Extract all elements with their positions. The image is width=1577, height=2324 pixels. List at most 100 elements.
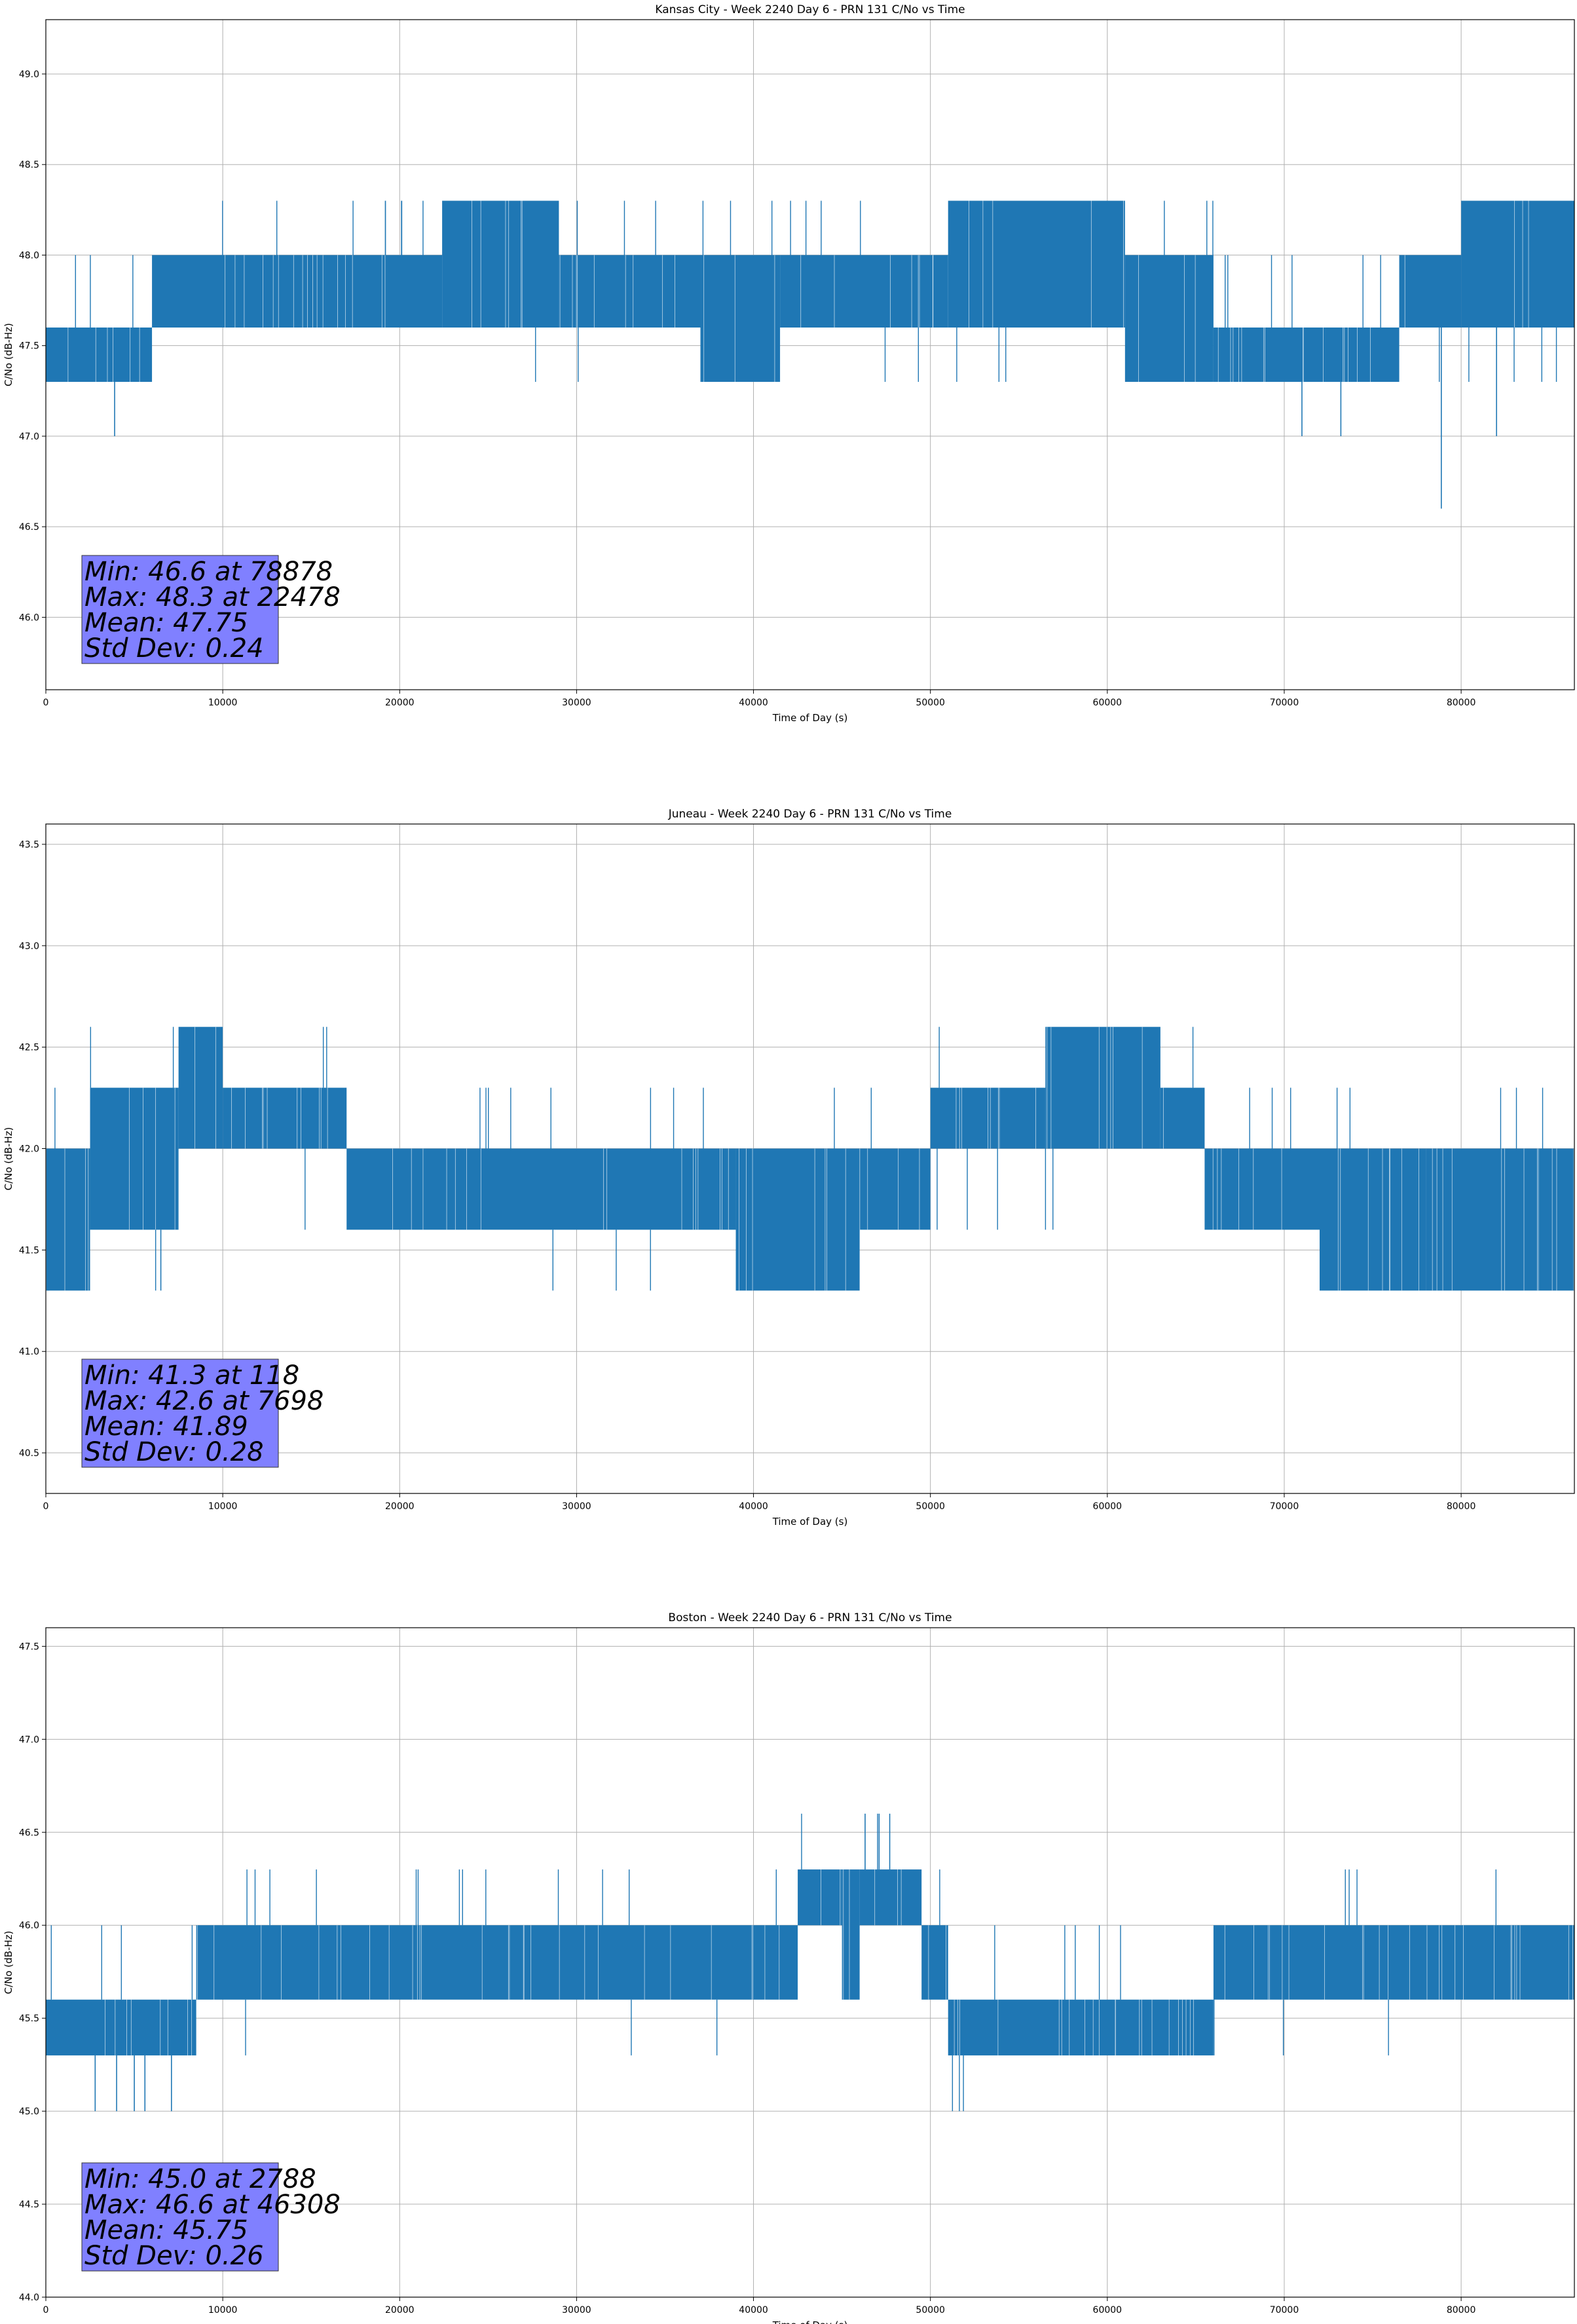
y-tick-label: 48.5 [19, 160, 39, 170]
x-tick-label: 40000 [739, 2305, 768, 2315]
x-tick-label: 50000 [916, 698, 945, 708]
axes-frame [45, 1627, 1575, 2298]
series-band [442, 200, 559, 328]
x-tick-label: 40000 [739, 1501, 768, 1512]
y-tick-label: 44.5 [19, 2200, 39, 2210]
x-tick-label: 20000 [385, 1501, 415, 1512]
stats-std: Std Dev: 0.28 [84, 1437, 264, 1467]
series-band [559, 255, 701, 328]
x-axis-label: Time of Day (s) [772, 1516, 848, 1527]
chart-1: 0 10000 20000 30000 40000 50000 60000 70000 8000… [3, 808, 1575, 1527]
stats-box [81, 1359, 279, 1468]
stats-box [81, 555, 279, 664]
series-band [859, 1869, 922, 1926]
y-tick-label: 49.0 [19, 69, 39, 80]
x-tick-label: 50000 [916, 2305, 945, 2315]
y-tick-label: 45.0 [19, 2107, 39, 2117]
stats-min: Min: 46.6 at 78878 [84, 557, 333, 587]
stats-max: Max: 48.3 at 22478 [84, 582, 341, 612]
y-tick-label: 41.5 [19, 1245, 39, 1256]
x-tick-label: 0 [43, 1501, 49, 1512]
y-tick-label: 48.0 [19, 250, 39, 261]
y-tick-label: 41.0 [19, 1347, 39, 1357]
stats-box [81, 2162, 279, 2272]
y-tick-label: 43.5 [19, 840, 39, 850]
series-band [346, 1148, 736, 1230]
stats-std: Std Dev: 0.24 [84, 633, 264, 664]
x-tick-label: 60000 [1093, 698, 1122, 708]
series-band [46, 1999, 196, 2055]
x-tick-label: 60000 [1093, 2305, 1122, 2315]
series-line [46, 1026, 1574, 1291]
chart-title: Boston - Week 2240 Day 6 - PRN 131 C/No … [668, 1611, 952, 1624]
series-band [735, 1148, 860, 1291]
series-band [1213, 1925, 1574, 2000]
x-tick-label: 70000 [1270, 1501, 1299, 1512]
x-tick-label: 70000 [1270, 2305, 1299, 2315]
series-band [798, 1869, 842, 1926]
series-band [948, 200, 1125, 328]
y-tick-label: 47.5 [19, 1641, 39, 1652]
series-band [1399, 255, 1462, 328]
x-tick-label: 30000 [562, 2305, 591, 2315]
series-band [152, 255, 443, 328]
axes-frame [45, 823, 1575, 1494]
series-band [1160, 1087, 1205, 1149]
series-band [46, 1148, 90, 1291]
chart-2: 0 10000 20000 30000 40000 50000 60000 70000 8000… [3, 1611, 1575, 2324]
series-line [46, 200, 1574, 509]
series-band [700, 255, 781, 382]
x-tick-label: 70000 [1270, 698, 1299, 708]
x-axis-label: Time of Day (s) [772, 2319, 848, 2324]
x-tick-label: 80000 [1447, 1501, 1476, 1512]
y-tick-label: 43.0 [19, 941, 39, 952]
series-line [46, 1813, 1574, 2112]
y-axis-label: C/No (dB-Hz) [3, 1127, 14, 1191]
x-tick-label: 80000 [1447, 2305, 1476, 2315]
series-band [1461, 200, 1574, 328]
series-band [948, 1999, 1214, 2055]
series-band [46, 328, 153, 382]
chart-title: Juneau - Week 2240 Day 6 - PRN 131 C/No … [668, 808, 952, 821]
x-tick-label: 0 [43, 2305, 49, 2315]
chart-title: Kansas City - Week 2240 Day 6 - PRN 131 … [655, 3, 965, 16]
y-tick-label: 42.5 [19, 1043, 39, 1053]
y-tick-label: 40.5 [19, 1448, 39, 1459]
stats-max: Max: 42.6 at 7698 [84, 1386, 324, 1416]
x-tick-label: 50000 [916, 1501, 945, 1512]
y-tick-label: 47.0 [19, 432, 39, 442]
series-band [1426, 1148, 1574, 1291]
y-tick-label: 46.5 [19, 522, 39, 533]
x-tick-label: 80000 [1447, 698, 1476, 708]
x-axis-label: Time of Day (s) [772, 712, 848, 724]
stats-max: Max: 46.6 at 46308 [84, 2190, 341, 2220]
series-band [90, 1087, 179, 1230]
x-tick-label: 30000 [562, 1501, 591, 1512]
x-tick-label: 0 [43, 698, 49, 708]
y-tick-label: 44.0 [19, 2293, 39, 2303]
chart-0: 0 10000 20000 30000 40000 50000 60000 70000 8000… [3, 3, 1575, 724]
y-tick-label: 46.0 [19, 612, 39, 623]
y-tick-label: 45.5 [19, 2014, 39, 2024]
y-axis-label: C/No (dB-Hz) [3, 323, 14, 386]
y-axis-label: C/No (dB-Hz) [3, 1931, 14, 1995]
y-tick-label: 42.0 [19, 1144, 39, 1155]
stats-std: Std Dev: 0.26 [84, 2241, 264, 2271]
x-tick-label: 10000 [208, 2305, 238, 2315]
series-band [780, 255, 948, 328]
series-band [1320, 1148, 1426, 1291]
series-band [1124, 255, 1214, 382]
y-tick-label: 46.0 [19, 1921, 39, 1931]
y-tick-label: 47.5 [19, 341, 39, 352]
series-band [921, 1925, 948, 2000]
x-tick-label: 10000 [208, 698, 238, 708]
stats-min: Min: 45.0 at 2788 [84, 2164, 316, 2194]
y-tick-label: 47.0 [19, 1734, 39, 1745]
series-band [196, 1925, 798, 2000]
series-band [178, 1026, 223, 1149]
series-band [1213, 328, 1400, 382]
x-tick-label: 10000 [208, 1501, 238, 1512]
series-band [1204, 1148, 1320, 1230]
x-tick-label: 40000 [739, 698, 768, 708]
